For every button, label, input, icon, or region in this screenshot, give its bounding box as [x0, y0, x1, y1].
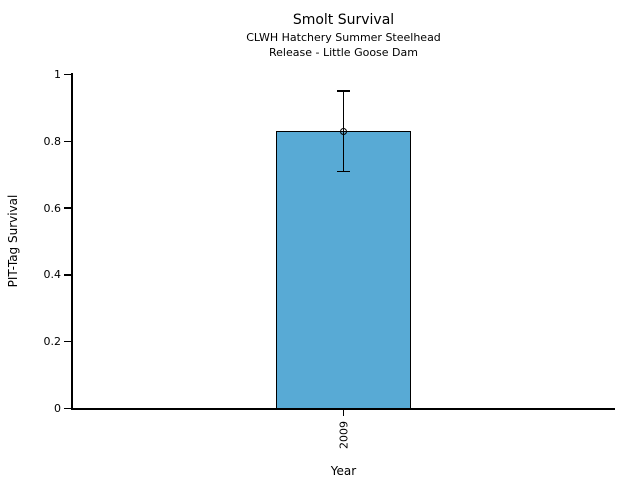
y-tick: [64, 340, 71, 343]
chart-title: Smolt Survival: [292, 12, 395, 28]
y-tick-label: 0.8: [43, 134, 62, 148]
y-tick: [64, 274, 71, 276]
y-axis-line: [71, 73, 73, 409]
x-axis-line: [71, 408, 615, 410]
y-tick-label: 1: [54, 68, 61, 81]
y-tick: [64, 73, 71, 76]
x-tick-label: 2009: [337, 421, 350, 449]
y-tick: [64, 407, 71, 410]
y-tick: [64, 140, 71, 143]
chart-subtitle-line2: Release - Little Goose Dam: [269, 46, 418, 59]
bar-2009: [276, 131, 411, 409]
y-tick-label: 0.2: [43, 335, 62, 349]
error-bar-cap-top: [337, 90, 350, 92]
point-estimate-marker: [340, 127, 347, 135]
chart-subtitle-line1: CLWH Hatchery Summer Steelhead: [246, 31, 441, 44]
y-tick-label: 0: [54, 402, 61, 415]
y-tick: [64, 207, 71, 209]
error-bar-cap-bottom: [337, 170, 350, 173]
y-tick-label: 0.6: [43, 201, 62, 215]
y-tick-label: 0.4: [43, 268, 62, 282]
x-axis-label: Year: [330, 464, 357, 478]
x-tick: [342, 409, 345, 416]
